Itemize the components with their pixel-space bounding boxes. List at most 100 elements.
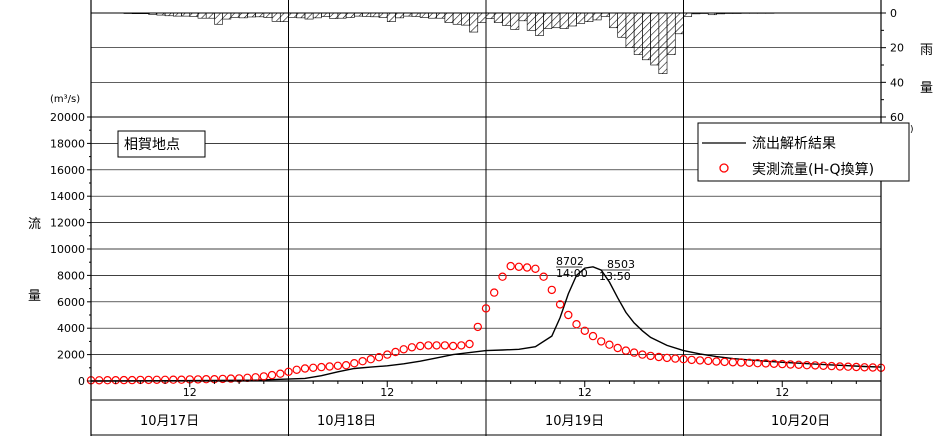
observed-flow-point bbox=[276, 369, 285, 378]
observed-flow-point bbox=[407, 343, 417, 352]
observed-flow-point bbox=[761, 359, 771, 368]
rain-axis-label-2: 量 bbox=[920, 81, 933, 96]
observed-flow-point bbox=[728, 358, 738, 367]
rain-bar bbox=[642, 12, 651, 61]
observed-flow-point bbox=[391, 347, 400, 357]
observed-flow-point bbox=[555, 300, 565, 309]
peak-annotation-2-value: 8503 bbox=[607, 258, 635, 271]
observed-flow-point bbox=[193, 375, 203, 384]
observed-flow-point bbox=[424, 341, 433, 350]
rain-bar bbox=[205, 12, 215, 19]
observed-flow-point bbox=[457, 341, 466, 350]
observed-flow-point bbox=[317, 362, 326, 372]
observed-flow-point bbox=[399, 345, 408, 354]
date-label-2: 10月18日 bbox=[317, 414, 376, 429]
rain-bar bbox=[222, 12, 232, 20]
observed-flow-point bbox=[309, 363, 318, 372]
rain-bar bbox=[312, 12, 322, 19]
observed-flow-point bbox=[292, 365, 301, 374]
observed-flow-point bbox=[572, 320, 581, 329]
observed-flow-point bbox=[819, 361, 828, 370]
observed-flow-point bbox=[646, 351, 655, 361]
observed-flow-point bbox=[103, 376, 112, 385]
observed-flow-point bbox=[440, 341, 450, 350]
date-label-1: 10月17日 bbox=[140, 414, 199, 429]
rain-bar bbox=[378, 12, 388, 18]
peak-annotation-1-time: 14:00 bbox=[556, 267, 588, 280]
rain-bar bbox=[609, 12, 618, 29]
flow-tick-label: 6000 bbox=[57, 296, 85, 309]
flow-unit-label: (m³/s) bbox=[50, 94, 80, 105]
observed-flow-point bbox=[868, 363, 878, 372]
observed-flow-point bbox=[687, 355, 696, 365]
hour-tick-label: 12 bbox=[578, 386, 592, 399]
flow-tick-label: 0 bbox=[78, 375, 85, 388]
date-label-4: 10月20日 bbox=[771, 414, 830, 429]
rain-bar bbox=[559, 12, 569, 29]
observed-flow-point bbox=[794, 360, 803, 369]
rain-bar bbox=[576, 12, 586, 24]
observed-flow-point bbox=[564, 310, 573, 320]
location-label: 相賀地点 bbox=[124, 137, 180, 153]
observed-flow-point bbox=[802, 361, 812, 370]
rain-bar bbox=[592, 12, 602, 21]
observed-flow-point bbox=[712, 357, 721, 366]
flow-tick-label: 12000 bbox=[50, 217, 85, 230]
rain-bar bbox=[674, 12, 684, 35]
legend-box bbox=[697, 122, 910, 182]
observed-flow-point bbox=[177, 375, 186, 384]
hour-tick-label: 12 bbox=[183, 386, 197, 399]
observed-flow-point bbox=[629, 348, 639, 357]
observed-flow-point bbox=[597, 337, 606, 346]
observed-flow-point bbox=[218, 374, 227, 384]
rain-bar bbox=[510, 12, 520, 30]
observed-flow-point bbox=[588, 331, 598, 341]
flow-tick-label: 10000 bbox=[50, 243, 85, 256]
observed-flow-point bbox=[778, 359, 787, 369]
rain-bar bbox=[617, 12, 627, 38]
rain-bar bbox=[567, 12, 577, 27]
rain-tick-label: 20 bbox=[890, 42, 904, 55]
observed-flow-point bbox=[695, 356, 705, 365]
rain-bar bbox=[345, 12, 355, 18]
observed-flow-point bbox=[169, 375, 178, 384]
observed-flow-point bbox=[514, 262, 524, 271]
rain-bar bbox=[428, 12, 437, 19]
rain-bar bbox=[337, 12, 347, 19]
observed-flow-point bbox=[827, 361, 836, 371]
observed-flow-point bbox=[547, 285, 557, 295]
plot-frame bbox=[90, 0, 882, 436]
rain-bar bbox=[230, 12, 240, 18]
observed-flow-point bbox=[835, 362, 845, 371]
grid-lines bbox=[90, 0, 882, 436]
flow-axis-label-2: 量 bbox=[28, 289, 41, 304]
observed-flow-point bbox=[341, 361, 351, 370]
observed-flow-point bbox=[786, 360, 795, 369]
rain-axis-label-1: 雨 bbox=[920, 43, 933, 58]
rain-bar bbox=[321, 12, 330, 17]
date-label-3: 10月19日 bbox=[545, 414, 604, 429]
legend-marker-swatch bbox=[719, 163, 729, 173]
observed-flow-point bbox=[325, 362, 334, 371]
rain-bar bbox=[197, 12, 207, 19]
rain-bar bbox=[271, 12, 281, 22]
rain-bar bbox=[247, 12, 256, 18]
rain-bar bbox=[461, 12, 470, 26]
rain-bar bbox=[362, 12, 372, 17]
rain-bar bbox=[633, 12, 643, 55]
rain-tick-label: 60 bbox=[890, 111, 904, 124]
flow-tick-label: 8000 bbox=[57, 269, 85, 282]
rain-bar bbox=[543, 12, 553, 29]
flow-series bbox=[86, 261, 886, 385]
observed-flow-point bbox=[654, 352, 664, 362]
rain-bar bbox=[189, 12, 199, 17]
observed-flow-point bbox=[374, 353, 384, 362]
flow-tick-label: 2000 bbox=[57, 349, 85, 362]
observed-flow-point bbox=[226, 374, 236, 383]
observed-flow-point bbox=[811, 361, 820, 370]
rain-bar bbox=[279, 12, 289, 22]
observed-flow-point bbox=[753, 359, 762, 368]
rain-bar bbox=[683, 12, 693, 17]
hour-tick-label: 12 bbox=[775, 386, 789, 399]
rain-bar bbox=[304, 12, 314, 20]
